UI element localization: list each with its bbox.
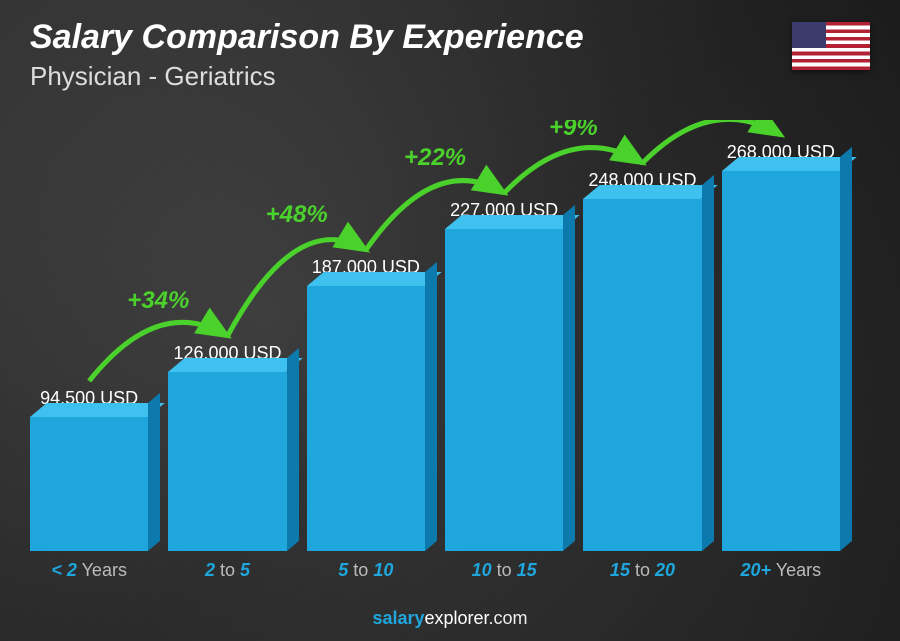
chart-subtitle: Physician - Geriatrics <box>30 61 584 92</box>
bar <box>307 286 425 551</box>
bar-category-label: 2 to 5 <box>205 560 250 581</box>
bar-category-label: 15 to 20 <box>610 560 675 581</box>
bar <box>168 372 286 551</box>
chart-title: Salary Comparison By Experience <box>30 18 584 57</box>
footer-prefix: salary <box>372 608 424 628</box>
bar-column: 126,000 USD2 to 5 <box>168 343 286 551</box>
bar <box>583 199 701 551</box>
bar-chart: 94,500 USD< 2 Years126,000 USD2 to 5187,… <box>30 120 840 581</box>
bar-column: 248,000 USD15 to 20 <box>583 170 701 551</box>
bar-column: 268,000 USD20+ Years <box>722 142 840 551</box>
bar <box>722 171 840 551</box>
bar <box>30 417 148 551</box>
footer-tld: .com <box>489 608 528 628</box>
footer-suffix: explorer <box>425 608 489 628</box>
bar-category-label: < 2 Years <box>51 560 127 581</box>
bar-column: 94,500 USD< 2 Years <box>30 388 148 551</box>
bar-category-label: 5 to 10 <box>338 560 393 581</box>
flag-icon <box>792 22 870 70</box>
bar-column: 227,000 USD10 to 15 <box>445 200 563 551</box>
bar-category-label: 20+ Years <box>741 560 822 581</box>
bar-column: 187,000 USD5 to 10 <box>307 257 425 551</box>
bar-category-label: 10 to 15 <box>472 560 537 581</box>
footer-site: salaryexplorer.com <box>372 608 527 629</box>
bar <box>445 229 563 551</box>
chart-header: Salary Comparison By Experience Physicia… <box>30 18 584 92</box>
